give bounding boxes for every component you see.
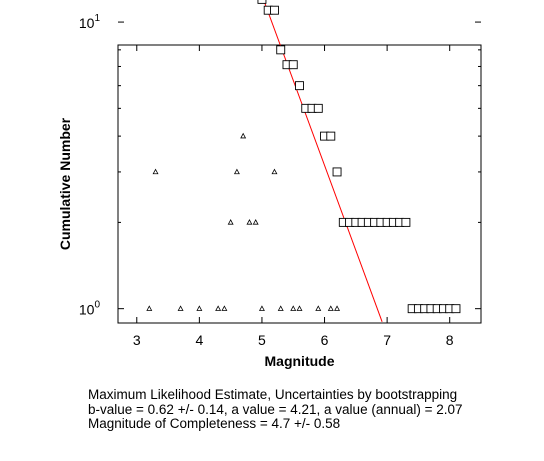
- cumulative-point: [288, 60, 298, 70]
- noncumulative-point: [152, 168, 159, 175]
- cumulative-point: [326, 131, 336, 141]
- y-tick-label: 100: [79, 300, 101, 318]
- x-tick-label: 8: [446, 332, 454, 348]
- noncumulative-point: [227, 219, 234, 225]
- noncumulative-point: [296, 305, 303, 311]
- b-value-line: b-value = 0.62 +/- 0.14, a value = 4.21,…: [88, 401, 463, 417]
- noncumulative-point: [252, 219, 259, 225]
- x-tick-label: 5: [258, 332, 266, 348]
- noncumulative-point: [334, 305, 341, 311]
- cumulative-point: [257, 0, 267, 4]
- method-line: Maximum Likelihood Estimate, Uncertainti…: [88, 387, 458, 402]
- y-tick-exponent: 1: [94, 13, 100, 24]
- y-tick-base: 10: [79, 15, 95, 31]
- y-tick-exponent: 0: [94, 300, 100, 311]
- cumulative-point: [451, 304, 461, 314]
- results-text: Maximum Likelihood Estimate, Uncertainti…: [88, 387, 538, 432]
- noncumulative-point: [146, 305, 153, 311]
- y-axis-label: Cumulative Number: [57, 117, 73, 250]
- noncumulative-point: [240, 132, 247, 139]
- x-tick-label: 6: [321, 332, 329, 348]
- noncumulative-point: [233, 168, 240, 175]
- cumulative-point: [270, 5, 279, 15]
- y-tick-label: 101: [79, 13, 101, 31]
- noncumulative-point: [315, 305, 322, 311]
- noncumulative-point: [290, 305, 297, 311]
- noncumulative-point: [177, 305, 184, 311]
- completeness-line: Magnitude of Completeness = 4.7 +/- 0.58: [88, 416, 341, 431]
- cumulative-point: [401, 217, 411, 227]
- x-axis-label: Magnitude: [265, 353, 335, 369]
- cumulative-point: [332, 167, 342, 177]
- noncumulative-point: [277, 305, 284, 311]
- cumulative-point: [313, 103, 323, 113]
- cumulative-point: [276, 45, 286, 55]
- noncumulative-point: [246, 219, 253, 225]
- noncumulative-point: [196, 305, 203, 311]
- noncumulative-point: [327, 305, 334, 311]
- noncumulative-point: [221, 305, 228, 311]
- x-tick-label: 3: [133, 332, 141, 348]
- noncumulative-point: [258, 305, 265, 311]
- x-tick-label: 7: [383, 332, 391, 348]
- cumulative-point: [295, 81, 304, 91]
- noncumulative-point: [271, 168, 278, 175]
- y-tick-base: 10: [79, 302, 95, 318]
- noncumulative-point: [215, 305, 222, 311]
- plot-frame: [117, 44, 482, 324]
- x-tick-label: 4: [195, 332, 203, 348]
